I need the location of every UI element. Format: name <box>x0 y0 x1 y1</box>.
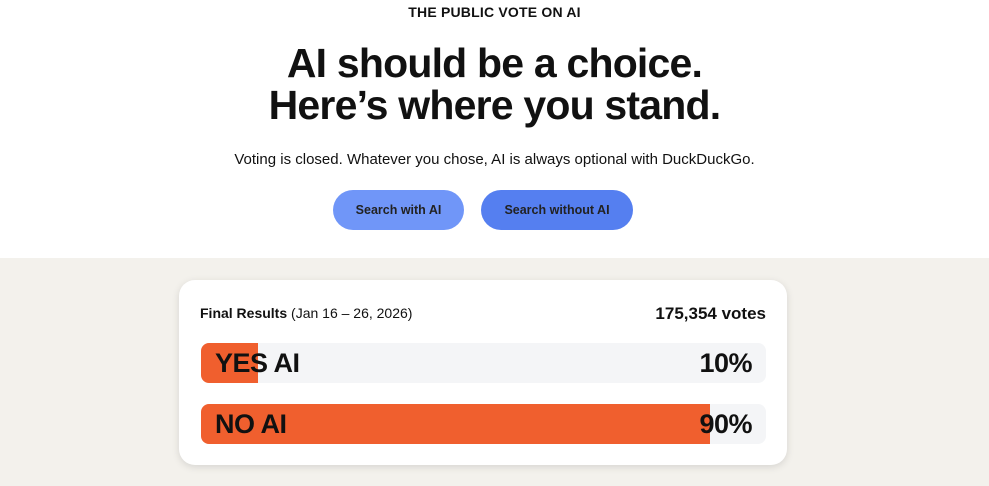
kicker: THE PUBLIC VOTE ON AI <box>408 4 581 20</box>
headline-line-2: Here’s where you stand. <box>268 82 722 128</box>
result-bar-no: NO AI 90% <box>201 404 766 444</box>
results-section: Final Results (Jan 16 – 26, 2026) 175,35… <box>0 258 989 486</box>
results-dates: (Jan 16 – 26, 2026) <box>291 305 413 321</box>
subtitle: Voting is closed. Whatever you chose, AI… <box>234 151 755 168</box>
results-card: Final Results (Jan 16 – 26, 2026) 175,35… <box>179 280 787 465</box>
search-without-ai-button[interactable]: Search without AI <box>481 190 633 230</box>
hero: THE PUBLIC VOTE ON AI AI should be a cho… <box>0 4 989 230</box>
result-bar-yes: YES AI 10% <box>201 343 766 383</box>
page-title: AI should be a choice. Here’s where you … <box>0 42 989 126</box>
headline-line-1: AI should be a choice. <box>286 40 703 86</box>
result-percent: 10% <box>699 348 752 378</box>
search-with-ai-button[interactable]: Search with AI <box>333 190 464 230</box>
result-label: NO AI <box>215 409 287 439</box>
result-fill <box>201 404 710 444</box>
result-percent: 90% <box>699 409 752 439</box>
vote-count: 175,354 votes <box>655 304 766 323</box>
results-heading: Final Results (Jan 16 – 26, 2026) <box>200 305 412 321</box>
result-fill <box>201 343 258 383</box>
results-title: Final Results <box>200 305 288 321</box>
result-label: YES AI <box>215 348 300 378</box>
